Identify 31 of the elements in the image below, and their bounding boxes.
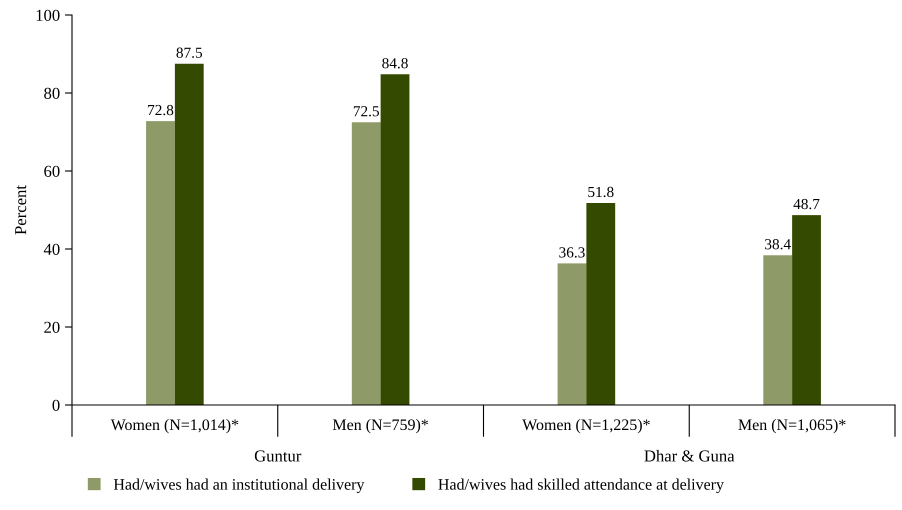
y-tick-label: 100 (36, 10, 60, 21)
bar (558, 263, 586, 405)
y-tick-label: 0 (52, 400, 60, 411)
bar (352, 122, 381, 405)
y-tick-label: 20 (44, 322, 60, 333)
y-tick-label: 60 (44, 166, 60, 177)
data-label: 87.5 (176, 48, 202, 58)
x-tick-label: Women (N=1,225)* (522, 418, 650, 434)
text: Guntur (254, 450, 302, 462)
bar (380, 74, 410, 405)
data-label: 38.4 (765, 239, 791, 250)
y-tick-label: 80 (44, 88, 60, 99)
data-label: 36.3 (559, 247, 585, 258)
bar (586, 202, 616, 405)
data-label: 72.5 (354, 106, 379, 116)
legend-label: Had/wives had skilled attendance at delivery (438, 478, 724, 494)
bar (174, 64, 204, 405)
data-label: 72.8 (148, 104, 174, 116)
legend-label: Had/wives had an institutional delivery (114, 478, 364, 494)
text: Dhar & Guna (644, 450, 734, 462)
x-tick-label: Men (N=1,065)* (738, 418, 846, 434)
data-label: 48.7 (793, 198, 820, 210)
bar (792, 215, 821, 405)
bar (146, 121, 175, 405)
bar (763, 255, 792, 405)
x-tick-label: Men (N=759)* (332, 418, 428, 434)
data-label: 51.8 (588, 186, 614, 198)
y-tick-label: 40 (44, 244, 60, 255)
x-tick-label: Women (N=1,014)* (110, 418, 238, 434)
y-axis-title: Percent (15, 185, 26, 235)
data-label: 84.8 (382, 58, 408, 68)
